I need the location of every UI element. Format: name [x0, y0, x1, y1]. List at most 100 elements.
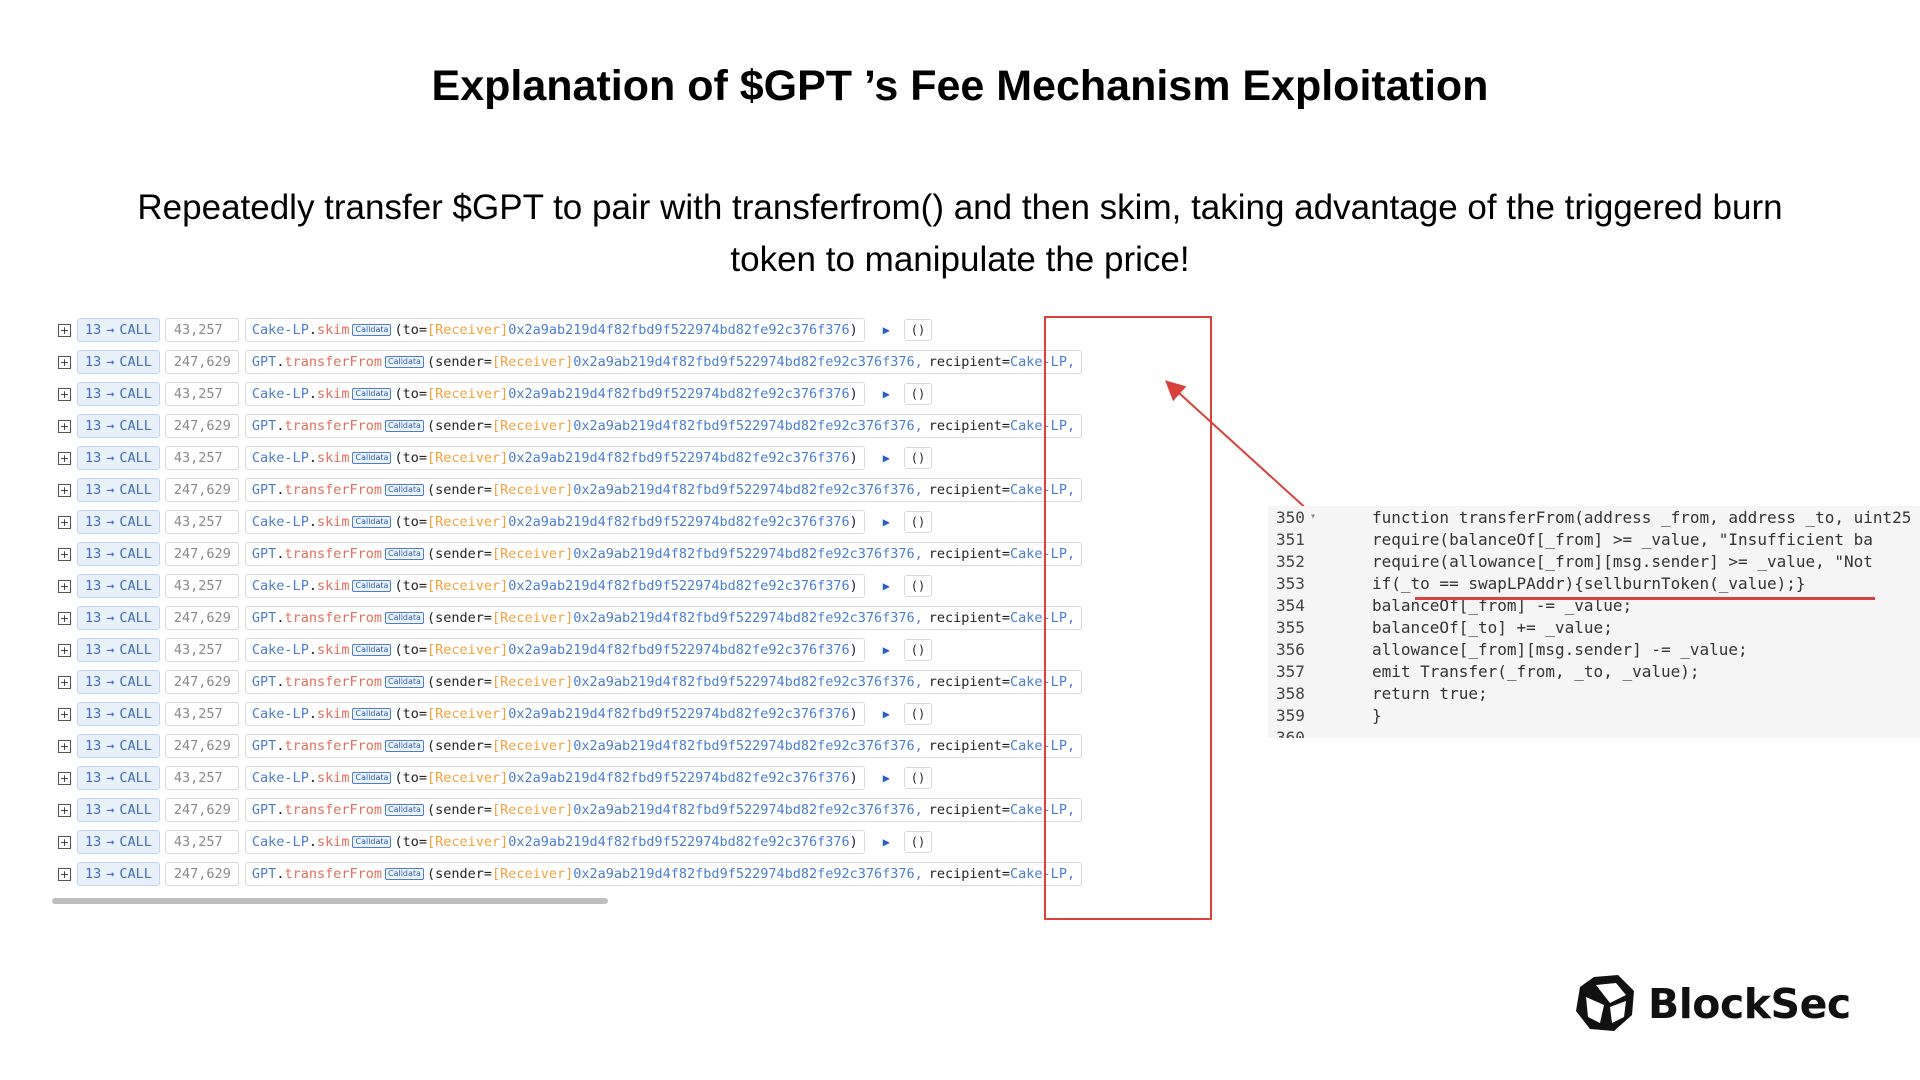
expand-icon[interactable]: + — [58, 835, 71, 849]
return-value[interactable]: () — [903, 319, 932, 341]
contract-name[interactable]: Cake-LP — [251, 834, 309, 850]
method-name[interactable]: transferFrom — [284, 418, 382, 434]
call-detail[interactable]: GPT. transferFrom Calldata (sender= [Receive… — [244, 798, 1083, 822]
address-value[interactable]: 0x2a9ab219d4f82fbd9f522974bd82fe92c376f3… — [508, 770, 850, 786]
call-detail[interactable]: Cake-LP. skim Calldata (to= [Receiver] 0x2a9a… — [244, 766, 865, 790]
play-icon[interactable]: ▶ — [882, 451, 890, 465]
calldata-tag[interactable]: Calldata — [352, 836, 392, 848]
recipient-value[interactable]: Cake-LP, — [1010, 354, 1076, 370]
play-icon[interactable]: ▶ — [882, 515, 890, 529]
method-name[interactable]: skim — [316, 706, 350, 722]
expand-icon[interactable]: + — [58, 803, 71, 817]
call-detail[interactable]: Cake-LP. skim Calldata (to= [Receiver] 0x2a9a… — [244, 830, 865, 854]
method-name[interactable]: transferFrom — [284, 802, 382, 818]
address-value[interactable]: 0x2a9ab219d4f82fbd9f522974bd82fe92c376f3… — [573, 738, 923, 754]
return-value[interactable]: () — [903, 639, 932, 661]
calldata-tag[interactable]: Calldata — [352, 516, 392, 528]
trace-row[interactable]: +13 → CALL 247,629 GPT. transferFrom Calldata(… — [52, 346, 1222, 378]
address-value[interactable]: 0x2a9ab219d4f82fbd9f522974bd82fe92c376f3… — [573, 482, 923, 498]
method-name[interactable]: skim — [316, 834, 350, 850]
method-name[interactable]: skim — [316, 450, 350, 466]
trace-row[interactable]: +13 → CALL 43,257 Cake-LP. skim Calldata (to= [R… — [52, 762, 1222, 794]
method-name[interactable]: skim — [316, 386, 350, 402]
expand-icon[interactable]: + — [58, 675, 71, 689]
return-value[interactable]: () — [903, 703, 932, 725]
call-detail[interactable]: GPT. transferFrom Calldata (sender= [Receive… — [244, 606, 1083, 630]
play-icon[interactable]: ▶ — [882, 579, 890, 593]
play-icon[interactable]: ▶ — [882, 771, 890, 785]
call-detail[interactable]: GPT. transferFrom Calldata (sender= [Receive… — [244, 862, 1083, 886]
address-value[interactable]: 0x2a9ab219d4f82fbd9f522974bd82fe92c376f3… — [508, 642, 850, 658]
expand-icon[interactable]: + — [58, 867, 71, 881]
trace-row[interactable]: +13 → CALL 247,629 GPT. transferFrom Calldata(… — [52, 410, 1222, 442]
trace-row[interactable]: +13 → CALL 247,629 GPT. transferFrom Calldata(… — [52, 858, 1222, 890]
horizontal-scrollbar[interactable] — [52, 898, 608, 904]
contract-name[interactable]: Cake-LP — [251, 578, 309, 594]
address-value[interactable]: 0x2a9ab219d4f82fbd9f522974bd82fe92c376f3… — [573, 610, 923, 626]
contract-name[interactable]: Cake-LP — [251, 386, 309, 402]
method-name[interactable]: transferFrom — [284, 482, 382, 498]
trace-row[interactable]: +13 → CALL 43,257 Cake-LP. skim Calldata (to= [R… — [52, 634, 1222, 666]
calldata-tag[interactable]: Calldata — [385, 804, 424, 816]
call-detail[interactable]: GPT. transferFrom Calldata (sender= [Receive… — [244, 542, 1083, 566]
expand-icon[interactable]: + — [58, 483, 71, 497]
method-name[interactable]: transferFrom — [284, 674, 382, 690]
method-name[interactable]: skim — [316, 770, 350, 786]
recipient-value[interactable]: Cake-LP, — [1010, 674, 1076, 690]
address-value[interactable]: 0x2a9ab219d4f82fbd9f522974bd82fe92c376f3… — [573, 674, 923, 690]
call-detail[interactable]: Cake-LP. skim Calldata (to= [Receiver] 0x2a9a… — [244, 638, 865, 662]
address-value[interactable]: 0x2a9ab219d4f82fbd9f522974bd82fe92c376f3… — [508, 386, 850, 402]
trace-row[interactable]: +13 → CALL 43,257 Cake-LP. skim Calldata (to= [R… — [52, 826, 1222, 858]
contract-name[interactable]: Cake-LP — [251, 642, 309, 658]
expand-icon[interactable]: + — [58, 611, 71, 625]
call-detail[interactable]: Cake-LP. skim Calldata (to= [Receiver] 0x2a9a… — [244, 574, 865, 598]
trace-row[interactable]: +13 → CALL 43,257 Cake-LP. skim Calldata (to= [R… — [52, 570, 1222, 602]
trace-row[interactable]: +13 → CALL 247,629 GPT. transferFrom Calldata(… — [52, 794, 1222, 826]
contract-name[interactable]: GPT — [251, 482, 277, 498]
recipient-value[interactable]: Cake-LP, — [1010, 418, 1076, 434]
expand-icon[interactable]: + — [58, 451, 71, 465]
fold-icon[interactable]: ▾ — [1310, 511, 1317, 522]
calldata-tag[interactable]: Calldata — [352, 644, 392, 656]
recipient-value[interactable]: Cake-LP, — [1010, 738, 1076, 754]
method-name[interactable]: skim — [316, 322, 350, 338]
expand-icon[interactable]: + — [58, 355, 71, 369]
call-detail[interactable]: Cake-LP. skim Calldata (to= [Receiver] 0x2a9a… — [244, 702, 865, 726]
return-value[interactable]: () — [903, 767, 932, 789]
trace-row[interactable]: +13 → CALL 247,629 GPT. transferFrom Calldata(… — [52, 730, 1222, 762]
call-detail[interactable]: Cake-LP. skim Calldata (to= [Receiver] 0x2a9a… — [244, 318, 865, 342]
address-value[interactable]: 0x2a9ab219d4f82fbd9f522974bd82fe92c376f3… — [573, 354, 923, 370]
calldata-tag[interactable]: Calldata — [352, 772, 392, 784]
address-value[interactable]: 0x2a9ab219d4f82fbd9f522974bd82fe92c376f3… — [573, 866, 923, 882]
trace-row[interactable]: +13 → CALL 247,629 GPT. transferFrom Calldata(… — [52, 602, 1222, 634]
recipient-value[interactable]: Cake-LP, — [1010, 610, 1076, 626]
calldata-tag[interactable]: Calldata — [352, 580, 392, 592]
expand-icon[interactable]: + — [58, 739, 71, 753]
expand-icon[interactable]: + — [58, 419, 71, 433]
contract-name[interactable]: GPT — [251, 354, 277, 370]
call-detail[interactable]: GPT. transferFrom Calldata (sender= [Receive… — [244, 414, 1083, 438]
method-name[interactable]: transferFrom — [284, 866, 382, 882]
call-detail[interactable]: GPT. transferFrom Calldata (sender= [Receive… — [244, 478, 1083, 502]
calldata-tag[interactable]: Calldata — [352, 452, 392, 464]
contract-name[interactable]: GPT — [251, 418, 277, 434]
recipient-value[interactable]: Cake-LP, — [1010, 802, 1076, 818]
return-value[interactable]: () — [903, 383, 932, 405]
address-value[interactable]: 0x2a9ab219d4f82fbd9f522974bd82fe92c376f3… — [573, 802, 923, 818]
trace-row[interactable]: +13 → CALL 43,257 Cake-LP. skim Calldata (to= [R… — [52, 314, 1222, 346]
address-value[interactable]: 0x2a9ab219d4f82fbd9f522974bd82fe92c376f3… — [508, 834, 850, 850]
contract-name[interactable]: GPT — [251, 674, 277, 690]
trace-row[interactable]: +13 → CALL 247,629 GPT. transferFrom Calldata(… — [52, 538, 1222, 570]
call-detail[interactable]: GPT. transferFrom Calldata (sender= [Receive… — [244, 350, 1083, 374]
contract-name[interactable]: GPT — [251, 610, 277, 626]
calldata-tag[interactable]: Calldata — [385, 868, 424, 880]
expand-icon[interactable]: + — [58, 323, 71, 337]
calldata-tag[interactable]: Calldata — [385, 548, 424, 560]
calldata-tag[interactable]: Calldata — [385, 420, 424, 432]
play-icon[interactable]: ▶ — [882, 835, 890, 849]
trace-row[interactable]: +13 → CALL 43,257 Cake-LP. skim Calldata (to= [R… — [52, 442, 1222, 474]
calldata-tag[interactable]: Calldata — [385, 676, 424, 688]
contract-name[interactable]: Cake-LP — [251, 514, 309, 530]
method-name[interactable]: transferFrom — [284, 610, 382, 626]
address-value[interactable]: 0x2a9ab219d4f82fbd9f522974bd82fe92c376f3… — [508, 514, 850, 530]
